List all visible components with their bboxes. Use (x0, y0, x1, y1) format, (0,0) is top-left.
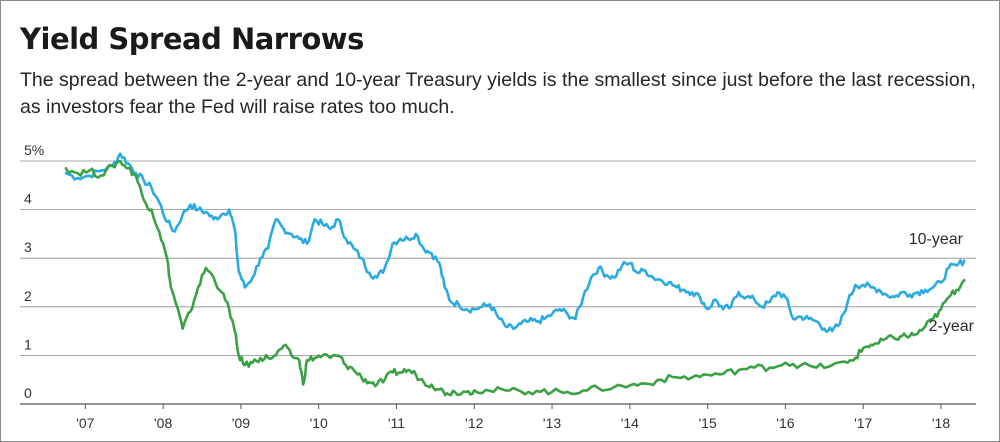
y-tick-label: 4 (24, 191, 32, 207)
chart-subtitle: The spread between the 2-year and 10-yea… (20, 69, 976, 118)
x-tick-label: '07 (76, 415, 94, 431)
y-tick-label: 2 (24, 288, 32, 304)
y-tick-label: 5% (24, 142, 44, 158)
series-label-2-year: 2-year (929, 318, 975, 335)
x-tick-label: '14 (621, 415, 639, 431)
x-tick-label: '17 (854, 415, 872, 431)
series-line-2-year (64, 159, 966, 397)
x-tick-label: '11 (388, 415, 405, 431)
x-tick-label: '08 (154, 415, 172, 431)
y-tick-label: 1 (24, 336, 32, 352)
series-line-10-year (64, 152, 966, 333)
y-tick-label: 3 (24, 239, 32, 255)
chart-title: Yield Spread Narrows (20, 22, 364, 56)
x-tick-label: '13 (543, 415, 561, 431)
x-tick-label: '10 (310, 415, 328, 431)
series-label-10-year: 10-year (909, 231, 964, 248)
x-tick-label: '12 (465, 415, 483, 431)
x-tick-label: '16 (776, 415, 794, 431)
x-tick-label: '18 (932, 415, 950, 431)
y-tick-label: 0 (24, 385, 32, 401)
x-tick-label: '09 (232, 415, 250, 431)
x-tick-label: '15 (699, 415, 717, 431)
